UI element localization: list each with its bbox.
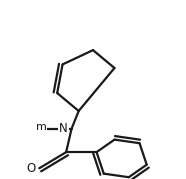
- Text: N: N: [59, 122, 68, 135]
- Text: m: m: [36, 122, 46, 132]
- Text: O: O: [27, 162, 36, 175]
